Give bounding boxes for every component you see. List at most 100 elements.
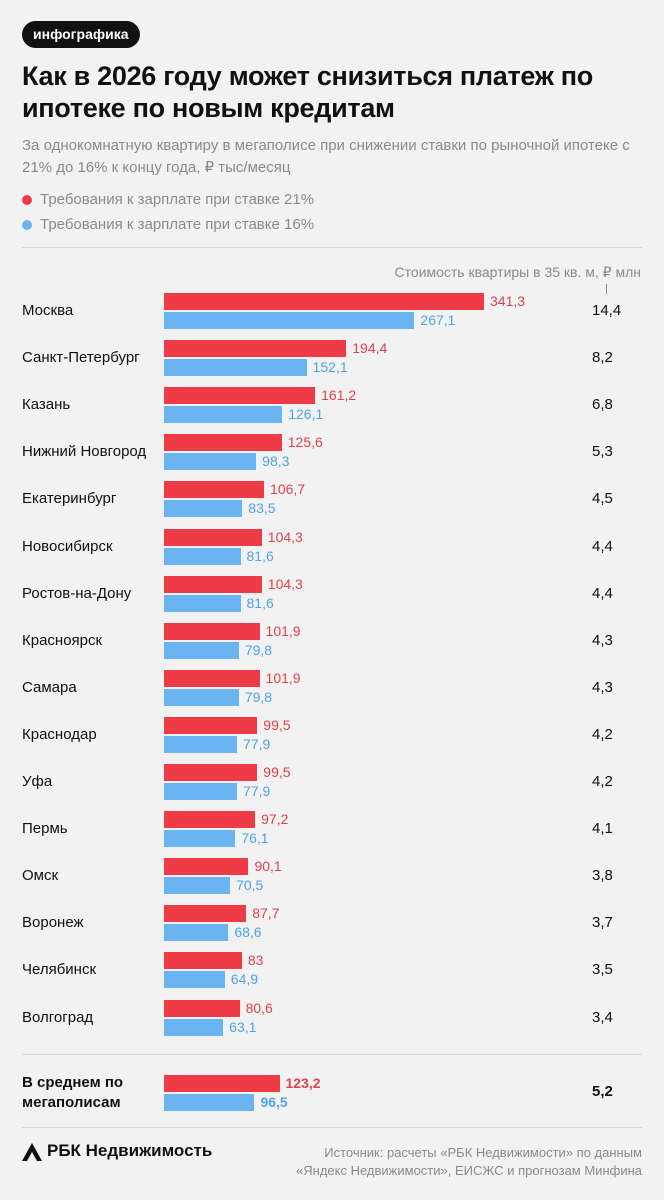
bar-16	[164, 735, 238, 753]
city-label: Екатеринбург	[22, 490, 117, 508]
average-divider	[22, 1054, 642, 1055]
value-label-16: 77,9	[243, 735, 271, 752]
bar-21	[164, 858, 249, 876]
apartment-price: 8,2	[592, 349, 613, 367]
bar-16	[164, 830, 236, 848]
bar-16	[164, 641, 239, 659]
value-label-21: 97,2	[261, 811, 289, 828]
value-label-16: 64,9	[230, 971, 259, 988]
bar-21	[164, 764, 258, 781]
bar-21	[164, 716, 258, 734]
bar-16	[164, 500, 243, 518]
bar-21	[164, 293, 484, 310]
value-label-16: 152,1	[312, 359, 348, 376]
apartment-price: 4,3	[592, 678, 613, 696]
value-label-16: 79,8	[244, 641, 273, 658]
bar-16	[164, 688, 239, 706]
value-label-21: 83	[247, 952, 264, 969]
legend-item-16: Требования к зарплате при ставке 16%	[22, 212, 314, 237]
value-label-21: 194,4	[352, 340, 388, 357]
value-label-16: 63,1	[229, 1018, 257, 1035]
bar-21	[164, 575, 262, 593]
value-label-21: 125,6	[287, 434, 323, 451]
value-label-21: 161,2	[321, 387, 357, 404]
value-label-21: 104,3	[267, 575, 303, 592]
city-label: Санкт-Петербург	[22, 349, 140, 367]
value-label-16: 81,6	[246, 547, 274, 564]
average-bar-21	[164, 1075, 280, 1092]
bar-21	[164, 481, 265, 499]
bar-21	[164, 952, 242, 970]
value-label-16: 70,5	[236, 877, 264, 894]
average-value-21: 123,2	[285, 1075, 321, 1091]
bar-21	[164, 905, 247, 923]
apartment-price: 4,4	[592, 537, 613, 555]
legend: Требования к зарплате при ставке 21% Тре…	[22, 187, 314, 237]
bar-21	[164, 622, 260, 640]
bottom-divider	[22, 1127, 642, 1128]
city-label: Самара	[22, 678, 77, 696]
apartment-price: 3,8	[592, 867, 613, 885]
value-label-21: 101,9	[265, 622, 301, 639]
apartment-price: 4,3	[592, 631, 613, 649]
bar-16	[164, 312, 415, 329]
city-label: Нижний Новгород	[22, 443, 147, 461]
bar-16	[164, 594, 241, 612]
apartment-price: 3,7	[592, 914, 613, 932]
value-label-21: 99,5	[263, 764, 291, 780]
apartment-price: 3,5	[592, 961, 613, 979]
bar-16	[164, 783, 238, 800]
bar-16	[164, 877, 231, 895]
chart-subtitle: За однокомнатную квартиру в мегаполисе п…	[22, 137, 630, 176]
legend-dot-blue	[22, 219, 32, 230]
value-label-21: 90,1	[254, 858, 282, 875]
city-label: Пермь	[22, 820, 68, 838]
bar-21	[164, 387, 316, 405]
legend-label-21: Требования к зарплате при ставке 21%	[40, 191, 315, 208]
value-label-16: 68,6	[234, 924, 262, 941]
value-label-21: 80,6	[245, 999, 273, 1016]
apartment-price: 4,2	[592, 773, 613, 790]
legend-item-21: Требования к зарплате при ставке 21%	[22, 187, 314, 212]
top-divider	[22, 247, 642, 248]
value-label-21: 101,9	[265, 669, 301, 686]
price-column-header: Стоимость квартиры в 35 кв. м, ₽ млн	[394, 264, 641, 280]
city-label: Омск	[22, 867, 59, 885]
city-label: Уфа	[22, 773, 53, 790]
legend-dot-red	[22, 194, 32, 205]
bar-21	[164, 434, 282, 452]
bar-21	[164, 999, 240, 1017]
brand-logo: РБК Недвижимость	[22, 1141, 212, 1161]
bar-21	[164, 669, 260, 687]
bar-16	[164, 924, 229, 942]
bar-21	[164, 528, 262, 546]
value-label-16: 126,1	[288, 406, 324, 423]
apartment-price: 4,5	[592, 490, 613, 508]
chart-title: Как в 2026 году может снизиться платеж п…	[22, 61, 593, 123]
value-label-16: 98,3	[262, 453, 290, 470]
apartment-price: 4,1	[592, 820, 613, 838]
average-label: В среднем по мегаполисам	[22, 1074, 124, 1111]
bar-16	[164, 406, 283, 424]
value-label-16: 76,1	[241, 830, 269, 847]
average-bar-16	[164, 1094, 255, 1111]
average-value-16: 96,5	[260, 1094, 288, 1110]
rbc-logo-icon	[22, 1143, 42, 1161]
city-label: Москва	[22, 302, 74, 319]
city-label: Казань	[22, 396, 71, 414]
value-label-16: 267,1	[420, 312, 456, 328]
apartment-price: 14,4	[592, 302, 622, 319]
apartment-price: 4,2	[592, 725, 613, 743]
bar-16	[164, 359, 307, 377]
bar-21	[164, 340, 347, 358]
bar-16	[164, 1018, 224, 1036]
city-label: Воронеж	[22, 914, 84, 932]
value-label-16: 81,6	[246, 594, 274, 611]
value-label-21: 99,5	[263, 716, 291, 733]
value-label-21: 87,7	[252, 905, 280, 922]
value-label-21: 106,7	[270, 481, 306, 498]
value-label-16: 79,8	[244, 688, 273, 705]
value-label-21: 104,3	[267, 528, 303, 545]
value-label-16: 77,9	[243, 783, 271, 799]
city-label: Волгоград	[22, 1008, 94, 1026]
